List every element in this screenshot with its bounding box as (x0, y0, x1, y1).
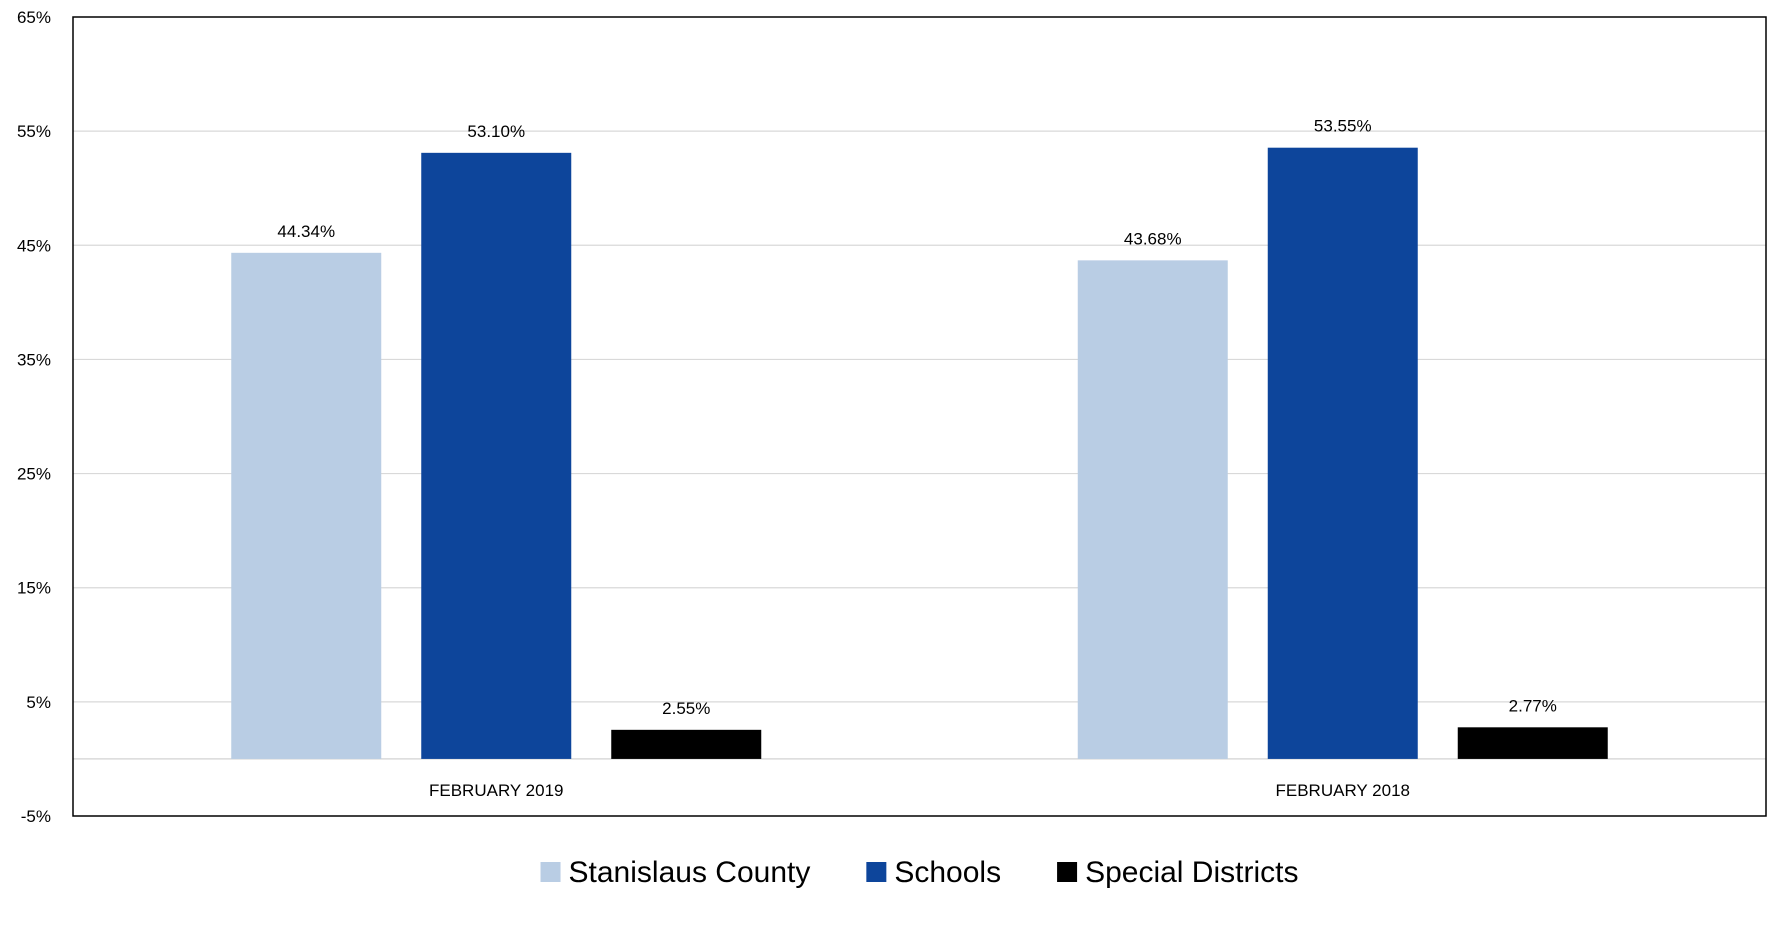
y-tick-label: 65% (17, 8, 51, 27)
category-label: FEBRUARY 2019 (429, 781, 564, 800)
data-label: 2.77% (1509, 696, 1557, 715)
bars (231, 147, 1608, 759)
y-tick-label: -5% (21, 807, 51, 826)
y-tick-label: 35% (17, 350, 51, 369)
legend-swatch (540, 862, 561, 882)
y-tick-label: 45% (17, 236, 51, 255)
legend-swatch (866, 862, 887, 882)
plot-frame (72, 16, 1767, 817)
bar (1267, 147, 1418, 759)
data-label: 43.68% (1124, 229, 1182, 248)
data-label: 53.10% (467, 122, 525, 141)
legend-label: Special Districts (1085, 856, 1298, 889)
legend-item: Special Districts (1057, 856, 1298, 889)
bar (421, 152, 572, 759)
legend-swatch (1057, 862, 1078, 882)
legend-item: Schools (866, 856, 1001, 889)
data-label: 2.55% (662, 699, 710, 718)
y-tick-label: 25% (17, 465, 51, 484)
legend: Stanislaus County Schools Special District… (540, 856, 1298, 889)
bar (1077, 260, 1228, 759)
data-label: 44.34% (277, 222, 335, 241)
bar (1457, 727, 1608, 759)
data-labels: 44.34% 53.10% 2.55% 43.68% 53.55% 2.77% (277, 117, 1556, 718)
legend-item: Stanislaus County (540, 856, 811, 889)
legend-label: Stanislaus County (569, 856, 811, 889)
y-tick-label: 5% (26, 693, 51, 712)
bar (611, 729, 762, 759)
data-label: 53.55% (1314, 117, 1372, 136)
y-tick-label: 55% (17, 122, 51, 141)
legend-label: Schools (894, 856, 1001, 889)
bar (231, 252, 382, 759)
y-tick-label: 15% (17, 579, 51, 598)
x-axis: FEBRUARY 2019 FEBRUARY 2018 (429, 781, 1410, 800)
y-axis: 65% 55% 45% 35% 25% 15% 5% -5% (17, 8, 51, 826)
category-label: FEBRUARY 2018 (1276, 781, 1411, 800)
